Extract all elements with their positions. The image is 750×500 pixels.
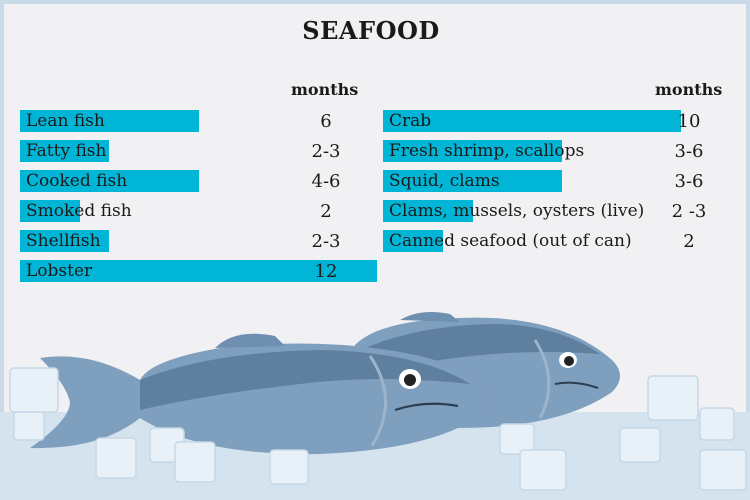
bar-value-label: 6: [320, 111, 332, 132]
bar: [20, 230, 110, 252]
bar-label: Lean fish: [26, 111, 105, 131]
ice-cube-icon: [9, 367, 747, 491]
bar-row-fresh-shrimp-scallops: Fresh shrimp, scallops 3-6: [383, 140, 741, 162]
bar-value-label: 3-6: [674, 141, 704, 162]
bar-value-label: 2: [683, 231, 695, 252]
bar: [383, 140, 562, 162]
bar-label: Clams, mussels, oysters (live): [389, 201, 645, 221]
bar-value-label: 3-6: [674, 171, 704, 192]
bar-row-fatty-fish: Fatty fish 2-3: [20, 140, 377, 162]
fish-illustration-icon: [0, 312, 750, 500]
bar: [20, 260, 377, 282]
bar-row-crab: Crab 10: [383, 110, 741, 132]
bar-row-clams-mussels-oysters-live: Clams, mussels, oysters (live) 2 -3: [383, 200, 741, 222]
bar-value-label: 2: [320, 201, 332, 222]
bar: [20, 170, 199, 192]
bar-row-canned-seafood-out-of-can: Canned seafood (out of can) 2: [383, 230, 741, 252]
bar-row-lobster: Lobster 12: [20, 260, 377, 282]
bar: [20, 110, 199, 132]
left-column-header: months: [291, 80, 359, 99]
right-column-header: months: [655, 80, 723, 99]
bar-label: Smoked fish: [26, 201, 132, 221]
bar-label: Lobster: [26, 261, 93, 281]
bar-value-label: 2-3: [311, 141, 341, 162]
bar-row-squid-clams: Squid, clams 3-6: [383, 170, 741, 192]
bar-value-label: 2 -3: [671, 201, 707, 222]
bar-value-label: 4-6: [311, 171, 341, 192]
bar: [20, 200, 80, 222]
front-fish-icon: [30, 333, 487, 455]
bar-label: Crab: [389, 111, 432, 131]
bar-row-shellfish: Shellfish 2-3: [20, 230, 377, 252]
bar-label: Cooked fish: [26, 171, 128, 191]
bar-value-label: 10: [677, 111, 701, 132]
bar: [20, 140, 110, 162]
bar-label: Fresh shrimp, scallops: [389, 141, 585, 161]
bar-label: Squid, clams: [389, 171, 500, 191]
bar: [383, 200, 473, 222]
bar: [383, 230, 443, 252]
bar-label: Fatty fish: [26, 141, 107, 161]
bar-row-lean-fish: Lean fish 6: [20, 110, 377, 132]
bar-row-smoked-fish: Smoked fish 2: [20, 200, 377, 222]
bar: [383, 110, 682, 132]
bar-row-cooked-fish: Cooked fish 4-6: [20, 170, 377, 192]
bar-label: Shellfish: [26, 231, 101, 251]
bar-value-label: 12: [314, 261, 338, 282]
bar-label: Canned seafood (out of can): [389, 231, 632, 251]
chart-title: SEAFOOD: [302, 16, 440, 45]
bar-value-label: 2-3: [311, 231, 341, 252]
bar: [383, 170, 562, 192]
